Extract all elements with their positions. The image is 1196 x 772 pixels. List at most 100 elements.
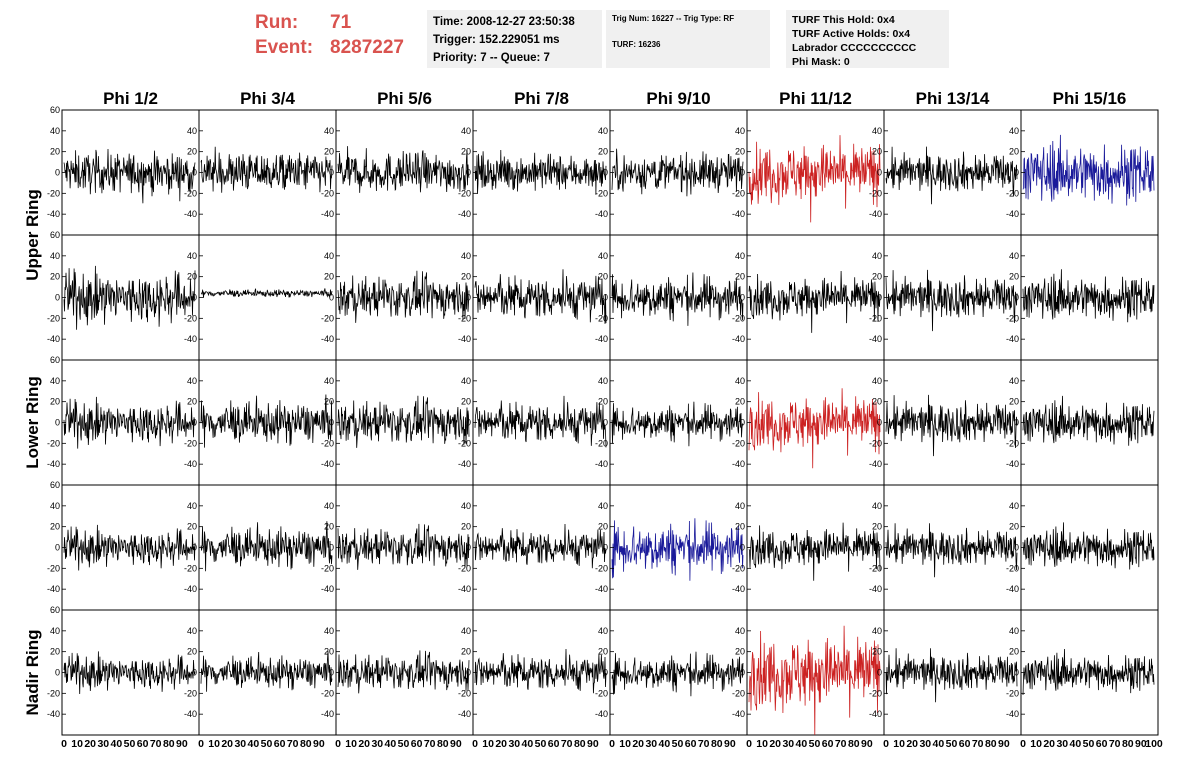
event-value: 8287227 xyxy=(330,37,404,58)
y-tick-label: 0 xyxy=(603,543,608,553)
y-tick-label: -20 xyxy=(869,313,882,323)
y-tick-label: -20 xyxy=(869,688,882,698)
waveform-trace xyxy=(337,523,470,570)
waveform-trace xyxy=(63,524,196,571)
waveform-trace xyxy=(337,395,470,448)
y-tick-label: -20 xyxy=(595,688,608,698)
y-tick-label: 0 xyxy=(55,668,60,678)
y-tick-label: 40 xyxy=(735,501,745,511)
y-tick-label: -20 xyxy=(184,438,197,448)
y-tick-label: -20 xyxy=(47,688,60,698)
run-event-block: Run: 71 Event: 8287227 xyxy=(255,10,404,60)
y-tick-label: 0 xyxy=(740,543,745,553)
y-tick-label: -40 xyxy=(869,209,882,219)
waveform-trace xyxy=(748,270,881,333)
y-tick-label: -40 xyxy=(321,334,334,344)
y-tick-label: -20 xyxy=(595,313,608,323)
waveform-trace xyxy=(337,270,470,323)
y-tick-label: 20 xyxy=(735,397,745,407)
y-tick-label: 20 xyxy=(324,272,334,282)
y-tick-label: -40 xyxy=(1006,459,1019,469)
y-tick-label: 20 xyxy=(598,272,608,282)
y-tick-label: -20 xyxy=(869,563,882,573)
y-tick-label: -20 xyxy=(458,563,471,573)
x-tick-label: 30 xyxy=(371,738,383,750)
y-tick-label: -40 xyxy=(321,584,334,594)
run-value: 71 xyxy=(330,12,352,33)
turf-this-hold-text: TURF This Hold: 0x4 xyxy=(792,14,895,26)
y-tick-label: -40 xyxy=(458,209,471,219)
x-tick-label: 20 xyxy=(221,738,233,750)
y-tick-label: -20 xyxy=(184,688,197,698)
y-tick-label: 0 xyxy=(603,168,608,178)
x-tick-label: 90 xyxy=(861,738,873,750)
y-tick-label: 0 xyxy=(877,543,882,553)
waveform-trace xyxy=(748,388,881,469)
y-tick-label: -40 xyxy=(869,584,882,594)
y-tick-label: -20 xyxy=(732,438,745,448)
y-tick-label: -20 xyxy=(321,313,334,323)
x-tick-label: 30 xyxy=(234,738,246,750)
x-tick-label: 90 xyxy=(450,738,462,750)
y-tick-label: 20 xyxy=(598,397,608,407)
x-tick-label: 10 xyxy=(345,738,357,750)
y-tick-label: 20 xyxy=(50,147,60,157)
waveform-trace xyxy=(63,651,196,695)
y-tick-label: 40 xyxy=(872,251,882,261)
y-tick-label: 0 xyxy=(877,168,882,178)
waveform-trace xyxy=(748,135,881,223)
x-tick-label: 40 xyxy=(111,738,123,750)
x-tick-label: 60 xyxy=(137,738,149,750)
x-tick-label: 70 xyxy=(1109,738,1121,750)
y-tick-label: -40 xyxy=(1006,334,1019,344)
y-tick-label: 20 xyxy=(598,522,608,532)
y-tick-label: 20 xyxy=(735,522,745,532)
y-tick-label: -40 xyxy=(184,459,197,469)
y-tick-label: 20 xyxy=(324,647,334,657)
y-tick-label: 40 xyxy=(461,126,471,136)
y-tick-label: -20 xyxy=(1006,688,1019,698)
y-tick-label: 0 xyxy=(603,293,608,303)
x-tick-label: 90 xyxy=(1135,738,1147,750)
x-tick-label: 90 xyxy=(313,738,325,750)
y-tick-label: 0 xyxy=(192,293,197,303)
waveform-trace xyxy=(474,648,607,694)
waveform-trace xyxy=(885,523,1018,578)
y-tick-label: 20 xyxy=(461,397,471,407)
x-tick-label: 60 xyxy=(685,738,697,750)
y-tick-label: 40 xyxy=(324,251,334,261)
y-tick-label: 0 xyxy=(1014,293,1019,303)
y-tick-label: 0 xyxy=(877,418,882,428)
x-tick-label: 30 xyxy=(782,738,794,750)
x-tick-label: 10 xyxy=(1030,738,1042,750)
x-tick-label: 20 xyxy=(769,738,781,750)
waveform-trace xyxy=(200,146,333,193)
y-tick-label: 0 xyxy=(1014,668,1019,678)
x-tick-label: 60 xyxy=(1096,738,1108,750)
y-tick-label: 40 xyxy=(461,501,471,511)
waveform-trace xyxy=(611,272,744,326)
y-tick-label: 40 xyxy=(187,376,197,386)
x-tick-label: 50 xyxy=(535,738,547,750)
y-tick-label: 20 xyxy=(872,147,882,157)
x-tick-label: 0 xyxy=(472,738,478,750)
y-tick-label: 40 xyxy=(187,626,197,636)
y-tick-label: -20 xyxy=(321,438,334,448)
waveform-trace xyxy=(474,523,607,569)
y-tick-label: 20 xyxy=(461,647,471,657)
y-tick-label: -40 xyxy=(321,709,334,719)
y-tick-label: 40 xyxy=(461,626,471,636)
y-tick-label: 40 xyxy=(1009,251,1019,261)
y-tick-label: -40 xyxy=(184,209,197,219)
y-tick-label: 40 xyxy=(1009,376,1019,386)
x-tick-label: 50 xyxy=(946,738,958,750)
phi-column-header: Phi 7/8 xyxy=(514,89,569,108)
y-tick-label: -40 xyxy=(458,709,471,719)
x-tick-label: 50 xyxy=(809,738,821,750)
y-tick-label: 0 xyxy=(466,168,471,178)
x-tick-label: 70 xyxy=(561,738,573,750)
x-tick-label: 10 xyxy=(756,738,768,750)
x-tick-label: 90 xyxy=(724,738,736,750)
x-tick-label: 50 xyxy=(261,738,273,750)
y-tick-label: -40 xyxy=(47,459,60,469)
